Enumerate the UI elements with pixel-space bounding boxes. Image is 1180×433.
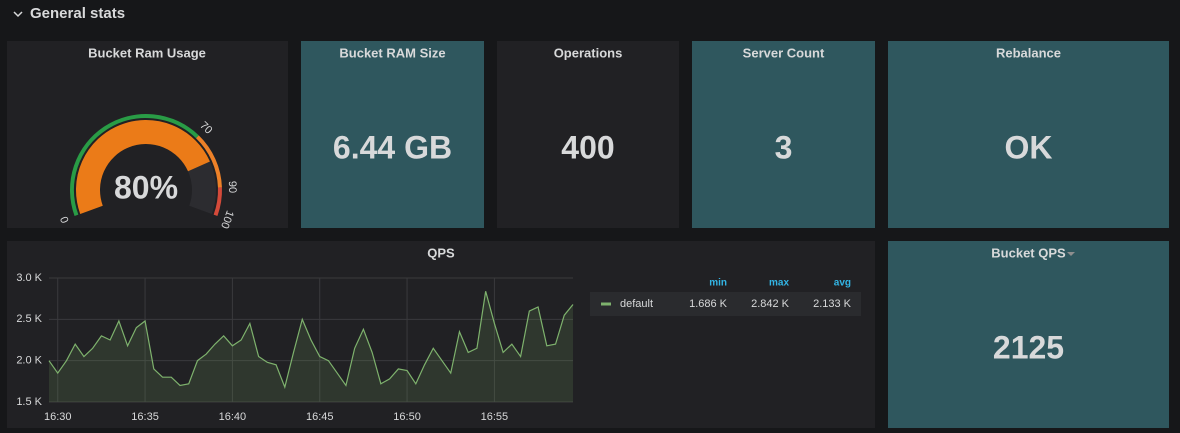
- panel-title: Rebalance: [996, 45, 1061, 60]
- legend-header: min: [709, 278, 727, 289]
- legend-value: 2.842 K: [751, 298, 790, 310]
- threshold-label: 0: [58, 215, 71, 225]
- qps-panel: QPS 1.5 K 2.0 K 2.5 K 3.0 K 16:30 16:35 16:40 1…: [7, 241, 875, 428]
- panel-title: QPS: [427, 245, 455, 260]
- threshold-label: 100: [218, 209, 236, 230]
- row-title[interactable]: General stats: [30, 5, 125, 22]
- series-line: [48, 291, 574, 390]
- panel-bg: [888, 241, 1169, 428]
- collapse-chevron[interactable]: [13, 11, 23, 18]
- panel-title: Operations: [554, 45, 623, 60]
- gauge-value-arc: [76, 120, 210, 214]
- x-tick-label: 16:55: [481, 411, 509, 423]
- panel-bg: [7, 241, 875, 428]
- gauge-value: 80%: [114, 169, 178, 205]
- panel-bg: [497, 41, 679, 228]
- panel-title: Bucket RAM Size: [339, 45, 445, 60]
- stat-value: 6.44 GB: [333, 129, 452, 165]
- legend-header: avg: [834, 278, 851, 289]
- panel-title: Bucket QPS: [991, 245, 1066, 260]
- y-tick-label: 2.5 K: [16, 313, 42, 325]
- x-tick-label: 16:30: [44, 411, 72, 423]
- legend-label[interactable]: default: [620, 298, 653, 310]
- panel-bg: [301, 41, 484, 228]
- panel-title: Server Count: [743, 45, 825, 60]
- stat-value: OK: [1005, 129, 1053, 165]
- legend-header: max: [769, 278, 789, 289]
- legend-value: 2.133 K: [813, 298, 852, 310]
- header-bar: [0, 0, 1180, 30]
- panel-bg: [692, 41, 875, 228]
- stat-value: 2125: [993, 329, 1064, 365]
- area-fill: [49, 291, 573, 402]
- threshold-band: [70, 114, 199, 216]
- x-tick-label: 16:50: [393, 411, 421, 423]
- y-tick-label: 3.0 K: [16, 272, 42, 284]
- threshold-label: 90: [226, 181, 238, 194]
- legend-row-bg: [590, 292, 861, 316]
- x-tick-label: 16:40: [219, 411, 247, 423]
- y-tick-label: 1.5 K: [16, 396, 42, 408]
- threshold-band: [213, 187, 222, 216]
- y-tick-label: 2.0 K: [16, 355, 42, 367]
- dropdown-caret[interactable]: [1067, 252, 1075, 256]
- panel-bg: [888, 41, 1169, 228]
- threshold-band: [195, 135, 222, 188]
- x-tick-label: 16:45: [306, 411, 334, 423]
- stat-value: 400: [561, 129, 614, 165]
- x-tick-label: 16:35: [131, 411, 159, 423]
- legend-value: 1.686 K: [689, 298, 728, 310]
- panel-title: Bucket Ram Usage: [88, 45, 206, 60]
- stat-value: 3: [775, 129, 793, 165]
